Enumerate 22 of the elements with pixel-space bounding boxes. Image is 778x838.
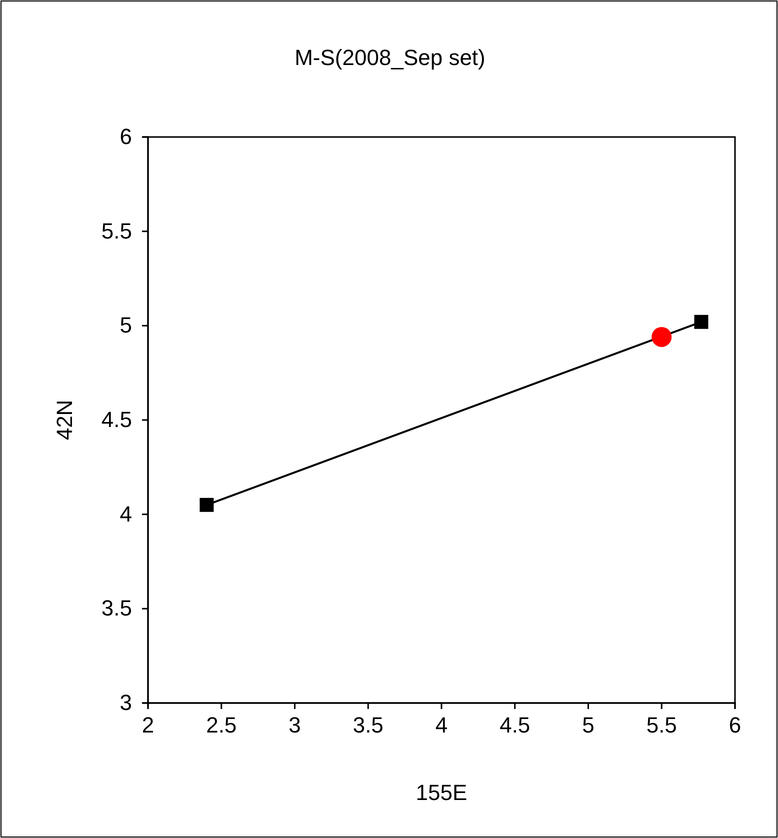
point xyxy=(694,314,708,329)
x-tick-label: 4.5 xyxy=(500,712,530,738)
x-axis-title: 155E xyxy=(416,780,468,805)
x-tick-label: 5.5 xyxy=(646,712,677,738)
x-tick-label: 5 xyxy=(582,712,594,738)
y-tick-label: 4.5 xyxy=(101,407,132,432)
x-tick-label: 2.5 xyxy=(206,712,237,738)
y-tick-label: 6 xyxy=(120,124,132,150)
y-tick-label: 3.5 xyxy=(101,596,132,621)
chart-title: M-S(2008_Sep set) xyxy=(294,45,486,70)
point xyxy=(652,326,672,347)
x-tick-label: 3.5 xyxy=(352,712,384,738)
point xyxy=(200,498,214,512)
y-axis-title: 42N xyxy=(52,400,77,440)
x-tick-label: 2 xyxy=(142,712,154,738)
y-tick-label: 5 xyxy=(120,312,132,338)
y-tick-label: 4 xyxy=(120,501,132,526)
x-tick-label: 6 xyxy=(728,712,742,738)
y-tick-label: 5.5 xyxy=(101,218,132,244)
x-tick-label: 3 xyxy=(288,712,301,738)
x-tick-label: 4 xyxy=(435,712,448,738)
y-tick-label: 3 xyxy=(120,690,132,716)
